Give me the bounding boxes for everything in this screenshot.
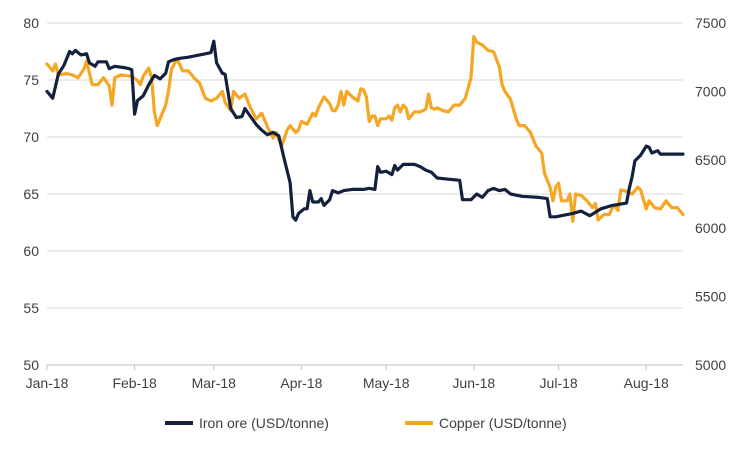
y-left-tick-label: 80 [23, 15, 39, 31]
y-left-tick-label: 65 [23, 186, 39, 202]
x-tick-label: Feb-18 [112, 375, 157, 391]
legend-label: Iron ore (USD/tonne) [199, 415, 329, 431]
x-tick-label: Jan-18 [26, 375, 69, 391]
y-left-tick-label: 50 [23, 357, 39, 373]
legend: Iron ore (USD/tonne) Copper (USD/tonne) [165, 415, 567, 431]
y-right-tick-label: 7500 [695, 15, 726, 31]
x-tick-label: Aug-18 [624, 375, 669, 391]
left-y-axis: 50 55 60 65 70 75 80 [23, 15, 39, 373]
legend-label: Copper (USD/tonne) [439, 415, 567, 431]
legend-iron-ore: Iron ore (USD/tonne) [165, 415, 329, 431]
series-layer [45, 35, 685, 223]
y-right-tick-label: 6500 [695, 152, 726, 168]
right-y-axis: 5000 5500 6000 6500 7000 7500 [695, 15, 726, 373]
x-tick-label: Jun-18 [452, 375, 495, 391]
x-tick-label: Apr-18 [280, 375, 322, 391]
y-right-tick-label: 6000 [695, 220, 726, 236]
x-tick-label: Jul-18 [540, 375, 578, 391]
x-tick-label: May-18 [363, 375, 410, 391]
legend-copper: Copper (USD/tonne) [405, 415, 567, 431]
y-left-tick-label: 60 [23, 243, 39, 259]
x-tick-label: Mar-18 [192, 375, 237, 391]
y-left-tick-label: 70 [23, 129, 39, 145]
y-left-tick-label: 55 [23, 300, 39, 316]
y-right-tick-label: 7000 [695, 83, 726, 99]
x-axis: Jan-18 Feb-18 Mar-18 Apr-18 May-18 Jun-18 Jul-… [26, 364, 683, 391]
gridlines [47, 22, 683, 309]
copper-series-line [45, 35, 685, 223]
y-left-tick-label: 75 [23, 72, 39, 88]
iron-ore-series-line [45, 39, 685, 222]
y-right-tick-label: 5500 [695, 289, 726, 305]
y-right-tick-label: 5000 [695, 357, 726, 373]
